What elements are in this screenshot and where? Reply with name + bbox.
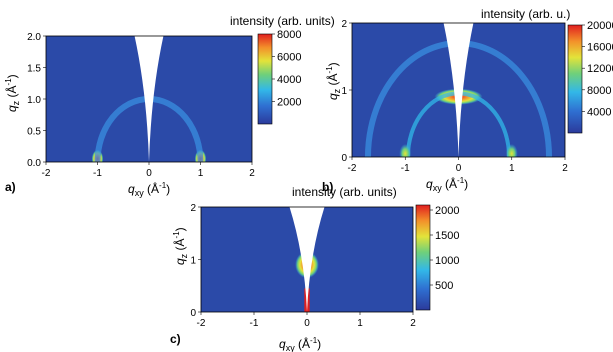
colorbar-tick-label: 20000 (587, 20, 613, 32)
colorbar-tick-label: 16000 (587, 42, 613, 54)
x-tick-label: 2 (410, 318, 416, 329)
missing-wedge (443, 23, 474, 157)
x-ticks-c: -2 -1 0 1 2 (197, 312, 416, 329)
y-tick-label: 1 (341, 86, 347, 97)
colorbar-a: 2000 4000 6000 8000 (257, 29, 301, 125)
colorbar-tick-label: 2000 (435, 205, 459, 217)
y-tick-label: 0 (190, 308, 196, 319)
y-tick-label: 0 (341, 153, 347, 164)
x-tick-label: 1 (357, 318, 363, 329)
x-tick-label: -2 (197, 318, 206, 329)
y-tick-label: 1.0 (27, 95, 41, 106)
heatmap-b (351, 22, 566, 158)
colorbar-gradient (567, 24, 583, 134)
x-tick-label: -2 (42, 168, 51, 179)
y-ticks-b: 0 1 2 (341, 19, 352, 164)
colorbar-tick-label: 1500 (435, 230, 459, 242)
y-tick-label: 2 (341, 19, 347, 30)
colorbar-tick-label: 4000 (277, 74, 301, 86)
y-tick-label: 1.5 (27, 64, 41, 75)
colorbar-gradient (415, 204, 431, 311)
x-tick-label: 0 (456, 163, 462, 174)
colorbar-tick-label: 1000 (435, 255, 459, 267)
colorbar-title-b: intensity (arb. u.) (481, 7, 570, 21)
panel-label-a: a) (5, 180, 16, 194)
panel-b: intensity (arb. u.) 40008000120001600020… (322, 7, 613, 194)
y-axis-label-a: qz (Å-1) (4, 74, 21, 112)
colorbar-c: 500 1000 1500 2000 (415, 204, 459, 311)
x-ticks-b: -2 -1 0 1 2 (348, 157, 568, 174)
peak-3 (399, 144, 412, 157)
y-ticks-c: 0 1 2 (190, 203, 201, 319)
peak-4 (505, 144, 518, 157)
heatmap-c (200, 206, 414, 313)
heatmap-a (45, 35, 253, 163)
y-ticks-a: 0.0 0.5 1.0 1.5 2.0 (27, 32, 46, 169)
x-tick-label: 0 (146, 168, 152, 179)
x-tick-label: 2 (562, 163, 568, 174)
y-axis-label-b: qz (Å-1) (325, 62, 342, 100)
x-axis-label-a: qxy (Å-1) (128, 181, 170, 198)
colorbar-gradient (257, 33, 273, 125)
colorbar-title-a: intensity (arb. units) (230, 14, 335, 28)
panel-c: intensity (arb. units) 500 1000 1500 2000 -… (170, 185, 459, 352)
x-tick-label: -1 (250, 318, 259, 329)
x-ticks-a: -2 -1 0 1 2 (42, 162, 255, 179)
missing-wedge (289, 207, 325, 312)
colorbar-tick-label: 6000 (277, 52, 301, 64)
x-tick-label: 1 (509, 163, 515, 174)
x-tick-label: 1 (198, 168, 204, 179)
x-axis-label-c: qxy (Å-1) (279, 336, 321, 352)
y-tick-label: 1 (190, 256, 196, 267)
colorbar-tick-label: 12000 (587, 63, 613, 75)
colorbar-tick-label: 500 (435, 280, 453, 292)
x-tick-label: 2 (249, 168, 255, 179)
panel-a: intensity (arb. units) 2000400060008000 … (4, 14, 335, 198)
colorbar-tick-label: 4000 (587, 106, 611, 118)
panel-label-b: b) (322, 180, 333, 194)
x-tick-label: -1 (93, 168, 102, 179)
panel-label-c: c) (170, 332, 181, 346)
colorbar-tick-label: 2000 (277, 97, 301, 109)
missing-wedge (134, 36, 164, 162)
x-tick-label: -2 (348, 163, 357, 174)
y-axis-label-c: qz (Å-1) (172, 227, 189, 265)
x-axis-label-b: qxy (Å-1) (426, 176, 468, 193)
x-tick-label: 0 (304, 318, 310, 329)
colorbar-b: 4000 8000 12000 16000 20000 (567, 20, 613, 134)
y-tick-label: 0.5 (27, 127, 41, 138)
y-tick-label: 2.0 (27, 32, 41, 43)
colorbar-tick-label: 8000 (587, 85, 611, 97)
colorbar-title-c: intensity (arb. units) (292, 185, 397, 199)
x-tick-label: -1 (401, 163, 410, 174)
y-tick-label: 2 (190, 203, 196, 214)
y-tick-label: 0.0 (27, 158, 41, 169)
colorbar-tick-label: 8000 (277, 29, 301, 41)
